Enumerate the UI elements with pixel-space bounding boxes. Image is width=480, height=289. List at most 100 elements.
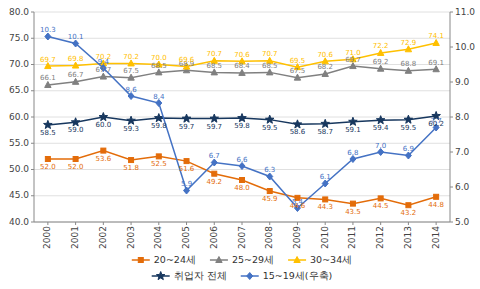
y2-tick-label: 11.0 bbox=[455, 7, 475, 17]
marker bbox=[376, 116, 385, 124]
y-tick-label: 80.0 bbox=[9, 7, 29, 17]
tick bbox=[131, 222, 132, 225]
data-label: 70.7 bbox=[262, 50, 278, 58]
data-label: 48.0 bbox=[234, 184, 250, 192]
data-label: 58.6 bbox=[290, 128, 306, 136]
tick bbox=[158, 222, 159, 225]
marker bbox=[45, 33, 51, 40]
marker bbox=[129, 158, 134, 163]
marker bbox=[321, 119, 330, 127]
marker bbox=[156, 154, 161, 159]
data-label: 58.7 bbox=[317, 128, 333, 136]
y2-tick-label: 9.0 bbox=[455, 77, 470, 87]
data-label: 44.8 bbox=[428, 201, 444, 209]
data-label: 7.0 bbox=[375, 142, 386, 150]
tick bbox=[242, 222, 243, 225]
data-label: 45.9 bbox=[262, 195, 278, 203]
y-tick-label: 45.0 bbox=[9, 190, 29, 200]
marker bbox=[378, 149, 384, 156]
marker bbox=[323, 197, 328, 202]
grid-line bbox=[34, 12, 450, 13]
tick bbox=[103, 222, 104, 225]
legend-label: 30~34세 bbox=[310, 254, 352, 265]
grid-line bbox=[34, 143, 450, 144]
y2-tick-label: 5.0 bbox=[455, 217, 470, 227]
legend: 20~24세25~29세30~34세취업자 전체15~19세(우축) bbox=[132, 254, 352, 281]
data-label: 6.1 bbox=[320, 173, 331, 181]
data-label: 10.3 bbox=[40, 26, 56, 34]
data-label: 44.3 bbox=[317, 203, 333, 211]
data-label: 51.6 bbox=[179, 165, 195, 173]
data-label: 59.5 bbox=[262, 124, 278, 132]
data-label: 59.5 bbox=[401, 124, 417, 132]
data-label: 66.7 bbox=[68, 71, 84, 79]
x-tick-label: 2007 bbox=[237, 226, 247, 249]
data-label: 66.1 bbox=[40, 74, 56, 82]
data-label: 72.2 bbox=[373, 42, 389, 50]
marker bbox=[45, 157, 50, 162]
data-label: 67.5 bbox=[123, 67, 139, 75]
y-tick-label: 40.0 bbox=[9, 217, 29, 227]
plot-area bbox=[44, 33, 441, 212]
tick bbox=[352, 222, 353, 225]
legend-marker bbox=[138, 258, 143, 263]
y2-tick-label: 10.0 bbox=[455, 42, 475, 52]
marker bbox=[405, 152, 411, 159]
marker bbox=[71, 118, 80, 126]
x-tick-label: 2012 bbox=[375, 226, 385, 249]
legend-marker bbox=[216, 257, 222, 263]
data-label: 59.1 bbox=[345, 126, 361, 134]
marker bbox=[434, 194, 439, 199]
marker bbox=[267, 189, 272, 194]
tick bbox=[380, 222, 381, 225]
data-label: 52.5 bbox=[151, 160, 167, 168]
data-label: 69.7 bbox=[40, 56, 56, 64]
legend-item: 30~34세 bbox=[288, 254, 352, 265]
data-label: 67.5 bbox=[290, 67, 306, 75]
legend-item: 취업자 전체 bbox=[152, 270, 227, 281]
legend-label: 15~19세(우축) bbox=[263, 270, 333, 281]
data-label: 53.6 bbox=[96, 155, 112, 163]
legend-item: 25~29세 bbox=[210, 254, 274, 265]
marker bbox=[44, 120, 53, 128]
legend-marker bbox=[247, 273, 253, 280]
data-label: 69.2 bbox=[373, 58, 389, 66]
marker bbox=[156, 100, 162, 107]
legend-label: 25~29세 bbox=[232, 254, 274, 265]
data-label: 59.8 bbox=[151, 122, 167, 130]
data-label: 68.4 bbox=[234, 62, 250, 70]
data-label: 70.6 bbox=[234, 51, 250, 59]
data-label: 58.5 bbox=[40, 129, 56, 137]
data-label: 5.4 bbox=[292, 198, 304, 206]
data-label: 69.1 bbox=[428, 59, 444, 67]
data-label: 5.9 bbox=[181, 180, 192, 188]
x-tick-label: 2004 bbox=[153, 226, 163, 249]
data-label: 8.4 bbox=[153, 93, 165, 101]
grid-line bbox=[34, 38, 450, 39]
x-tick-label: 2009 bbox=[292, 226, 302, 249]
data-label: 6.7 bbox=[209, 152, 220, 160]
x-tick-label: 2000 bbox=[42, 226, 52, 249]
data-label: 68.5 bbox=[151, 62, 167, 70]
data-label: 69.8 bbox=[68, 55, 84, 63]
x-tick-label: 2008 bbox=[264, 226, 274, 249]
marker bbox=[184, 159, 189, 164]
data-label: 59.7 bbox=[206, 123, 222, 131]
y-tick-label: 75.0 bbox=[9, 33, 29, 43]
marker bbox=[210, 114, 219, 122]
marker bbox=[184, 187, 190, 194]
y-tick-label: 65.0 bbox=[9, 85, 29, 95]
data-label: 6.6 bbox=[236, 156, 248, 164]
x-tick-label: 2005 bbox=[181, 226, 191, 249]
y-tick-label: 50.0 bbox=[9, 164, 29, 174]
data-label: 43.2 bbox=[401, 209, 417, 217]
axes: 40.045.050.055.060.065.070.075.080.05.06… bbox=[9, 7, 475, 249]
y-tick-label: 70.0 bbox=[9, 59, 29, 69]
data-label: 7.7 bbox=[431, 117, 442, 125]
data-label: 51.8 bbox=[123, 164, 139, 172]
data-label: 10.1 bbox=[68, 33, 84, 41]
marker bbox=[99, 113, 108, 121]
marker bbox=[101, 148, 106, 153]
data-label: 6.9 bbox=[403, 145, 414, 153]
data-label: 6.8 bbox=[347, 149, 358, 157]
